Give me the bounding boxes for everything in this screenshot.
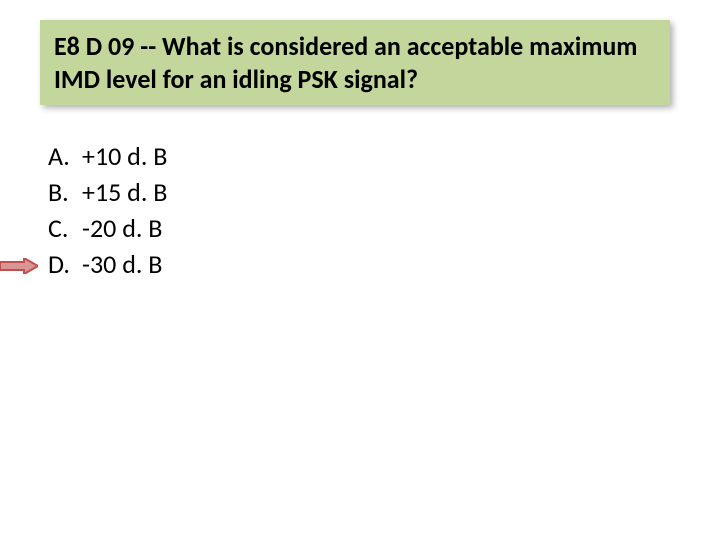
answer-text: +15 d. B xyxy=(82,176,167,208)
answer-label: A. xyxy=(48,140,82,172)
indicator-arrow-icon xyxy=(0,258,38,274)
arrow-shape xyxy=(0,258,38,274)
answer-text: +10 d. B xyxy=(82,140,167,172)
answer-option-a: A. +10 d. B xyxy=(48,140,167,172)
question-text: E8 D 09 -- What is considered an accepta… xyxy=(54,30,656,95)
answer-text: -20 d. B xyxy=(82,212,162,244)
answer-option-d: D. -30 d. B xyxy=(48,248,167,280)
answer-option-b: B. +15 d. B xyxy=(48,176,167,208)
answer-label: C. xyxy=(48,212,82,244)
answer-text: -30 d. B xyxy=(82,248,162,280)
answer-label: D. xyxy=(48,248,82,280)
answer-label: B. xyxy=(48,176,82,208)
answer-option-c: C. -20 d. B xyxy=(48,212,167,244)
answer-list: A. +10 d. B B. +15 d. B C. -20 d. B D. -… xyxy=(48,140,167,284)
question-box: E8 D 09 -- What is considered an accepta… xyxy=(40,20,670,105)
